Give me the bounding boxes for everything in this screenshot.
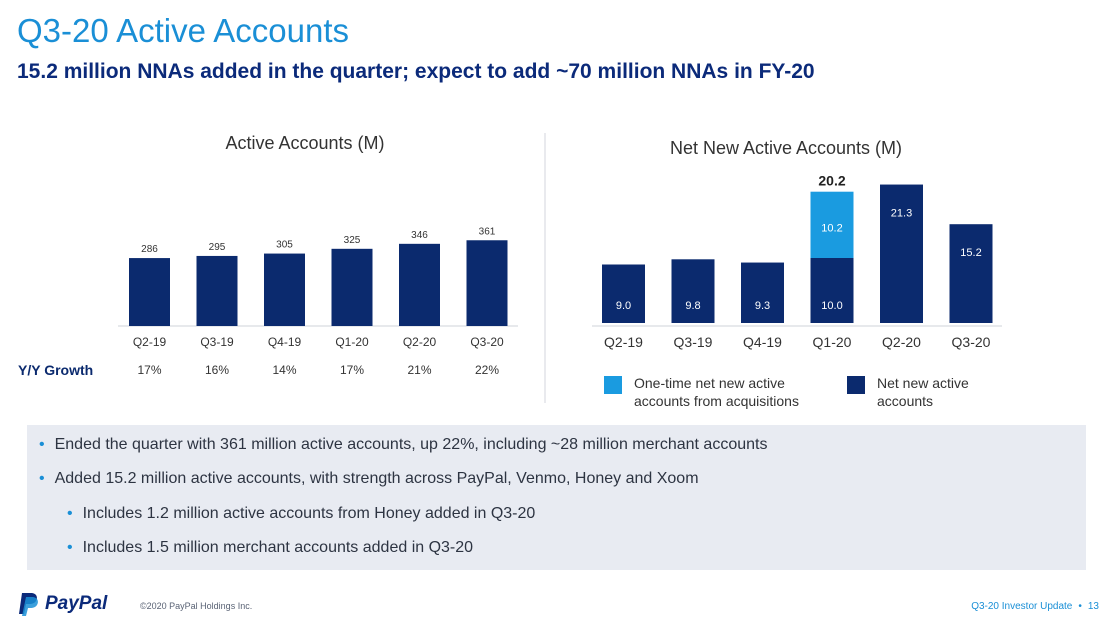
net-new-accounts-chart: Net New Active Accounts (M) 9.0 Q2-19 9.8 Q…	[592, 138, 1002, 409]
sub-bullet-item: • Includes 1.5 million merchant accounts …	[67, 539, 474, 556]
active-accounts-bar	[331, 248, 373, 326]
active-accounts-bar	[264, 253, 305, 326]
active-accounts-x-tick: Q3-20	[470, 335, 504, 349]
net-new-value-label: 10.0	[821, 300, 842, 312]
summary-panel: • Ended the quarter with 361 million acti…	[27, 425, 1086, 570]
acquisition-bar	[810, 191, 854, 258]
active-accounts-value-label: 305	[276, 240, 293, 251]
chart-divider	[544, 133, 546, 403]
net-new-value-label: 9.8	[685, 300, 700, 312]
page-reference: Q3-20 Investor Update • 13	[971, 601, 1099, 612]
active-accounts-x-tick: Q2-19	[133, 335, 167, 349]
active-accounts-x-tick: Q1-20	[335, 335, 369, 349]
net-new-bar	[671, 259, 715, 323]
paypal-p-icon	[19, 593, 38, 616]
doc-name: Q3-20 Investor Update	[971, 601, 1073, 612]
page-subtitle: 15.2 million NNAs added in the quarter; …	[17, 60, 815, 83]
bullet-dot-icon: •	[39, 436, 45, 453]
active-accounts-bar	[129, 258, 170, 326]
legend-label: Net new active	[877, 375, 969, 391]
yoy-growth-value: 16%	[205, 363, 229, 377]
net-new-bar	[602, 264, 645, 323]
legend-swatch	[604, 376, 622, 394]
yoy-growth-value: 17%	[340, 363, 364, 377]
net-new-chart-title: Net New Active Accounts (M)	[670, 138, 902, 158]
net-new-bar	[880, 184, 923, 323]
legend-label: accounts	[877, 393, 933, 409]
active-accounts-x-tick: Q2-20	[403, 335, 437, 349]
active-accounts-bar	[196, 255, 238, 326]
legend-label: One-time net new active	[634, 375, 785, 391]
legend-swatch	[847, 376, 865, 394]
active-accounts-x-tick: Q3-19	[200, 335, 234, 349]
bullet-dot-icon: •	[39, 470, 45, 487]
net-new-x-tick: Q4-19	[743, 334, 782, 350]
active-accounts-chart-title: Active Accounts (M)	[225, 133, 384, 153]
net-new-x-tick: Q2-19	[604, 334, 643, 350]
active-accounts-value-label: 295	[209, 242, 226, 253]
paypal-wordmark: PayPal	[45, 593, 108, 614]
sub-bullet-item: • Includes 1.2 million active accounts fr…	[67, 505, 536, 522]
active-accounts-value-label: 361	[479, 226, 496, 237]
net-new-value-label: 10.2	[821, 223, 842, 235]
active-accounts-bar	[466, 240, 508, 326]
net-new-value-label: 9.3	[755, 300, 770, 312]
legend-label: accounts from acquisitions	[634, 393, 799, 409]
bullet-dot-icon: •	[67, 539, 73, 556]
net-new-total-label: 20.2	[818, 173, 845, 189]
net-new-value-label: 21.3	[891, 208, 912, 220]
active-accounts-value-label: 325	[344, 235, 361, 246]
yoy-growth-value: 14%	[272, 363, 296, 377]
active-accounts-chart: Active Accounts (M) Y/Y Growth 286 Q2-19 1…	[18, 133, 518, 378]
yoy-growth-value: 21%	[407, 363, 431, 377]
bullet-item: • Ended the quarter with 361 million acti…	[39, 436, 768, 453]
net-new-value-label: 15.2	[960, 247, 981, 259]
net-new-bar	[741, 262, 784, 323]
net-new-bar	[949, 224, 993, 323]
net-new-x-tick: Q3-20	[952, 334, 991, 350]
net-new-x-tick: Q1-20	[813, 334, 852, 350]
net-new-value-label: 9.0	[616, 300, 631, 312]
page-title: Q3-20 Active Accounts	[17, 12, 350, 49]
yoy-growth-value: 22%	[475, 363, 499, 377]
net-new-x-tick: Q3-19	[674, 334, 713, 350]
active-accounts-value-label: 286	[141, 244, 158, 255]
yoy-growth-row-label: Y/Y Growth	[18, 362, 93, 378]
net-new-bar	[810, 258, 854, 323]
bullet-dot-icon: •	[67, 505, 73, 522]
page-number: 13	[1087, 601, 1099, 612]
active-accounts-x-tick: Q4-19	[268, 335, 302, 349]
active-accounts-value-label: 346	[411, 230, 428, 241]
footer-separator: •	[1078, 601, 1082, 612]
yoy-growth-value: 17%	[137, 363, 161, 377]
net-new-x-tick: Q2-20	[882, 334, 921, 350]
copyright-text: ©2020 PayPal Holdings Inc.	[140, 601, 253, 611]
bullet-item: • Added 15.2 million active accounts, wit…	[39, 470, 699, 487]
active-accounts-bar	[399, 243, 440, 326]
